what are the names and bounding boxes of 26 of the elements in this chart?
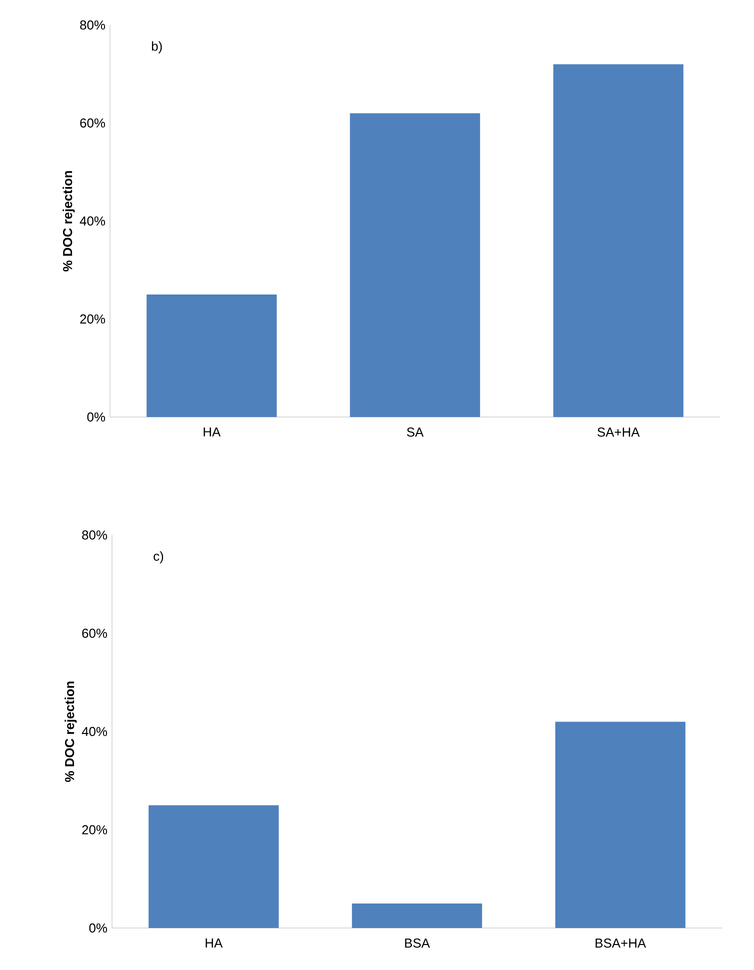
y-tick-label: 40%	[82, 726, 108, 736]
y-axis-title: % DOC rejection	[64, 682, 77, 782]
y-tick-label: 80%	[82, 530, 108, 540]
bar	[555, 722, 686, 928]
y-tick-label: 0%	[87, 412, 106, 422]
bar	[350, 113, 480, 418]
y-tick-label: 0%	[89, 923, 108, 933]
y-tick-label: 60%	[80, 118, 106, 128]
y-tick-label: 40%	[80, 216, 106, 226]
y-tick-label: 20%	[80, 314, 106, 324]
x-tick-label: HA	[206, 938, 223, 948]
y-axis-title: % DOC rejection	[62, 171, 75, 272]
annotation: b)	[152, 41, 162, 54]
x-tick-label: SA	[406, 428, 424, 437]
bar	[352, 903, 482, 928]
y-tick-label: 80%	[80, 20, 106, 30]
annotation: c)	[154, 551, 164, 564]
y-tick-label: 60%	[82, 628, 108, 638]
bar	[146, 294, 277, 418]
bar	[553, 64, 684, 418]
x-tick-label: SA+HA	[598, 428, 640, 437]
bar	[148, 805, 279, 928]
x-tick-label: HA	[204, 428, 221, 436]
x-tick-label: BSA	[405, 938, 430, 948]
x-tick-label: BSA+HA	[596, 938, 646, 948]
y-tick-label: 20%	[82, 825, 108, 834]
